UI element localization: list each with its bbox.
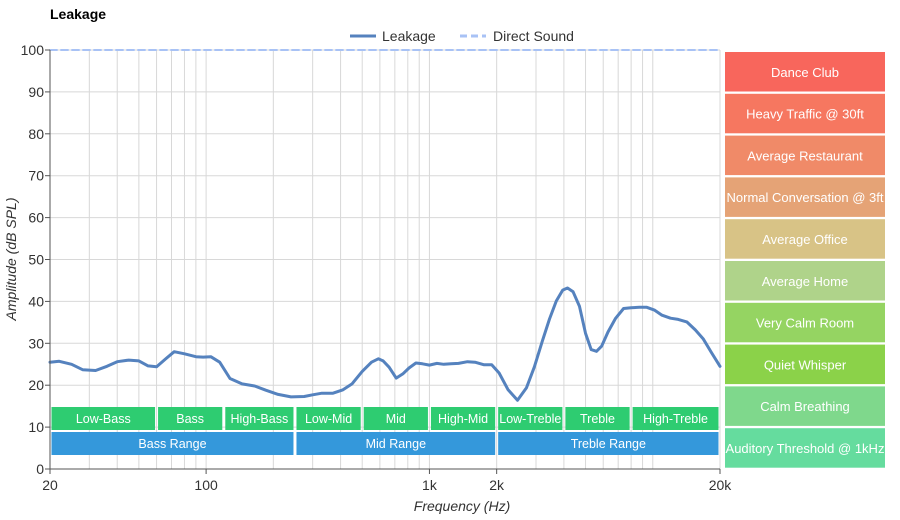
y-axis-label: Amplitude (dB SPL) xyxy=(3,198,19,322)
reference-levels: Dance Club Heavy Traffic @ 30ft Average Re… xyxy=(725,52,885,468)
main-band xyxy=(296,432,496,455)
reference-level-block xyxy=(725,344,885,385)
main-band-label: Bass Range xyxy=(138,437,206,451)
reference-level-block xyxy=(725,219,885,259)
sub-band xyxy=(498,407,563,430)
reference-level-block xyxy=(725,261,885,301)
series xyxy=(48,49,722,402)
reference-level-label: Quiet Whisper xyxy=(764,357,847,372)
legend: Leakage Direct Sound xyxy=(350,28,574,44)
sub-band-label: Treble xyxy=(580,412,615,426)
sub-band xyxy=(632,407,719,430)
reference-level-label: Average Home xyxy=(762,274,848,289)
y-tick-label: 50 xyxy=(28,252,44,268)
reference-level-block xyxy=(725,386,885,426)
reference-level-label: Normal Conversation @ 3ft xyxy=(727,190,884,205)
y-tick-label: 60 xyxy=(28,210,44,226)
frequency-bands: Low-Bass Bass High-Bass Low-Mid Mid High-Mid L… xyxy=(51,407,719,455)
sub-band-label: High-Bass xyxy=(231,412,289,426)
y-tick-label: 10 xyxy=(28,419,44,435)
y-tick-label: 20 xyxy=(28,377,44,393)
reference-level-block xyxy=(725,177,885,217)
reference-level-label: Dance Club xyxy=(771,65,839,80)
sub-band xyxy=(363,407,428,430)
reference-level-label: Average Office xyxy=(762,232,848,247)
x-tick-label: 100 xyxy=(194,477,218,493)
sub-band xyxy=(296,407,361,430)
y-tick-label: 30 xyxy=(28,335,44,351)
main-band-label: Mid Range xyxy=(366,437,426,451)
reference-level-block xyxy=(725,93,885,134)
reference-level-label: Very Calm Room xyxy=(756,316,854,331)
main-band xyxy=(51,432,294,455)
reference-level-block xyxy=(725,135,885,176)
y-tick-label: 40 xyxy=(28,293,44,309)
sub-band-label: High-Treble xyxy=(643,412,708,426)
main-band-label: Treble Range xyxy=(571,437,646,451)
reference-level-block xyxy=(725,302,885,343)
y-tick-label: 80 xyxy=(28,126,44,142)
sub-band xyxy=(565,407,630,430)
sub-band xyxy=(430,407,496,430)
x-tick-label: 2k xyxy=(489,477,505,493)
sub-band-label: High-Mid xyxy=(438,412,488,426)
sub-band xyxy=(225,407,294,430)
y-tick-label: 0 xyxy=(36,461,44,477)
x-tick-label: 1k xyxy=(422,477,438,493)
sub-band-label: Low-Treble xyxy=(499,412,561,426)
grid xyxy=(50,49,721,469)
y-tick-label: 90 xyxy=(28,84,44,100)
sub-band-label: Low-Bass xyxy=(76,412,131,426)
main-band xyxy=(498,432,719,455)
axes: 0 10 20 30 40 50 60 70 80 90 100 20 100 1k 2k 20k xyxy=(21,42,733,493)
legend-label-leakage: Leakage xyxy=(382,28,436,44)
x-tick-label: 20k xyxy=(709,477,733,493)
reference-level-label: Auditory Threshold @ 1kHz xyxy=(726,441,885,456)
reference-level-label: Calm Breathing xyxy=(760,399,850,414)
reference-level-block xyxy=(725,428,885,468)
sub-band-label: Bass xyxy=(176,412,204,426)
series-line-leakage xyxy=(48,286,722,402)
reference-level-label: Average Restaurant xyxy=(747,148,863,163)
sub-band xyxy=(158,407,223,430)
x-tick-label: 20 xyxy=(42,477,58,493)
reference-level-label: Heavy Traffic @ 30ft xyxy=(746,107,864,122)
chart-title: Leakage xyxy=(50,6,106,22)
y-tick-label: 100 xyxy=(21,42,45,58)
reference-level-block xyxy=(725,52,885,92)
legend-label-direct-sound: Direct Sound xyxy=(493,28,574,44)
sub-band xyxy=(51,407,156,430)
x-axis-label: Frequency (Hz) xyxy=(414,498,510,514)
sub-band-label: Low-Mid xyxy=(305,412,352,426)
sub-band-label: Mid xyxy=(386,412,406,426)
y-tick-label: 70 xyxy=(28,168,44,184)
